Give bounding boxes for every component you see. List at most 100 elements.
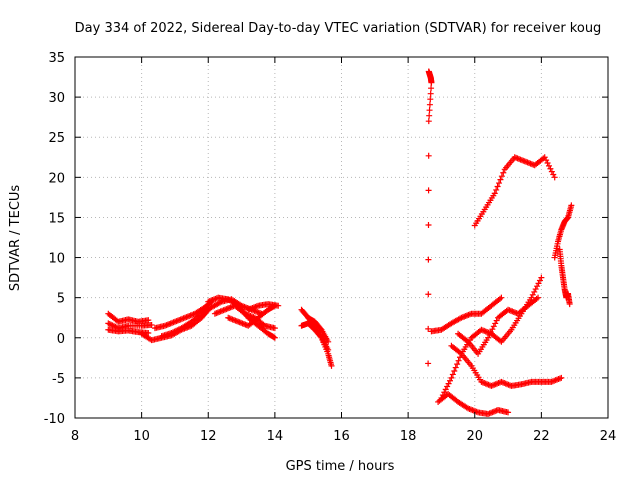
data-point bbox=[535, 294, 542, 301]
data-point bbox=[566, 301, 573, 308]
data-point bbox=[271, 325, 278, 332]
series-track-e2 bbox=[435, 390, 512, 417]
y-tick-label: 10 bbox=[48, 252, 65, 267]
data-point bbox=[535, 280, 542, 287]
series-track-d3 bbox=[305, 314, 332, 345]
data-point bbox=[496, 180, 503, 187]
y-tick-label: 0 bbox=[57, 332, 65, 347]
data-point bbox=[425, 360, 432, 367]
data-point bbox=[271, 334, 278, 341]
data-point bbox=[145, 317, 152, 324]
data-point bbox=[447, 377, 454, 384]
y-axis-label: SDTVAR / TECUs bbox=[8, 185, 23, 292]
y-tick-labels: -10 -5 0 5 10 15 20 25 30 35 bbox=[44, 51, 65, 427]
data-point bbox=[498, 173, 505, 180]
series-track-f2 bbox=[551, 202, 575, 261]
data-point bbox=[452, 364, 459, 371]
data-point bbox=[534, 283, 541, 290]
series-track-e5 bbox=[455, 294, 542, 357]
x-tick-labels: 8 10 12 14 16 18 20 22 24 bbox=[71, 429, 616, 444]
data-point bbox=[455, 357, 462, 364]
data-point bbox=[492, 320, 499, 327]
data-point bbox=[444, 383, 451, 390]
series-spike-1865 bbox=[425, 68, 435, 367]
data-point bbox=[558, 374, 565, 381]
y-tick-label: -10 bbox=[44, 412, 65, 427]
data-point bbox=[498, 294, 505, 301]
data-point bbox=[545, 162, 552, 169]
series-track-c4 bbox=[245, 301, 282, 313]
data-point bbox=[425, 152, 432, 159]
series-track-a2 bbox=[105, 320, 155, 332]
data-point bbox=[493, 186, 500, 193]
data-point bbox=[328, 362, 335, 369]
series-track-e1 bbox=[428, 294, 505, 335]
data-point bbox=[536, 277, 543, 284]
data-point bbox=[145, 329, 152, 336]
data-point bbox=[148, 321, 155, 328]
data-point bbox=[493, 317, 500, 324]
data-point bbox=[275, 302, 282, 309]
axis-ticks bbox=[74, 56, 609, 419]
data-point bbox=[425, 118, 432, 125]
x-axis-label: GPS time / hours bbox=[286, 459, 395, 474]
data-point bbox=[491, 190, 498, 197]
grid-lines bbox=[75, 57, 608, 418]
x-tick-label: 18 bbox=[400, 429, 417, 444]
data-point bbox=[531, 288, 538, 295]
data-point bbox=[490, 323, 497, 330]
data-point bbox=[529, 291, 536, 298]
chart-title: Day 334 of 2022, Sidereal Day-to-day VTE… bbox=[75, 21, 602, 36]
data-point bbox=[532, 286, 539, 293]
data-point bbox=[500, 169, 507, 176]
series-track-c2 bbox=[211, 302, 278, 332]
data-point bbox=[448, 374, 455, 381]
data-point bbox=[547, 165, 554, 172]
x-tick-label: 22 bbox=[533, 429, 550, 444]
data-point bbox=[427, 96, 434, 103]
data-point bbox=[544, 160, 551, 167]
data-point bbox=[428, 79, 435, 86]
series-track-c3 bbox=[225, 302, 278, 329]
data-point bbox=[505, 409, 512, 416]
data-point bbox=[538, 274, 545, 281]
series-track-d2 bbox=[298, 320, 332, 353]
x-tick-label: 24 bbox=[600, 429, 617, 444]
data-point bbox=[454, 361, 461, 368]
y-tick-label: 35 bbox=[48, 51, 65, 66]
data-point bbox=[445, 380, 452, 387]
series-track-e3 bbox=[438, 274, 545, 401]
data-points bbox=[105, 68, 575, 417]
data-point bbox=[551, 174, 558, 181]
data-point bbox=[568, 202, 575, 209]
data-point bbox=[550, 171, 557, 178]
y-tick-label: 30 bbox=[48, 91, 65, 106]
data-point bbox=[426, 112, 433, 119]
data-point bbox=[425, 325, 432, 332]
x-tick-label: 10 bbox=[133, 429, 150, 444]
y-tick-label: 20 bbox=[48, 171, 65, 186]
x-tick-label: 16 bbox=[333, 429, 350, 444]
y-tick-label: -5 bbox=[52, 372, 65, 387]
data-point bbox=[449, 371, 456, 378]
x-tick-label: 20 bbox=[466, 429, 483, 444]
data-point bbox=[325, 338, 332, 345]
data-point bbox=[325, 346, 332, 353]
data-point bbox=[425, 187, 432, 194]
data-point bbox=[425, 291, 432, 298]
data-point bbox=[497, 176, 504, 183]
data-point bbox=[426, 107, 433, 114]
series-track-f1 bbox=[471, 154, 558, 229]
y-tick-label: 5 bbox=[57, 292, 65, 307]
data-point bbox=[548, 168, 555, 175]
data-point bbox=[426, 101, 433, 108]
y-tick-label: 25 bbox=[48, 131, 65, 146]
data-point bbox=[451, 368, 458, 375]
x-tick-label: 12 bbox=[200, 429, 217, 444]
x-tick-label: 14 bbox=[267, 429, 284, 444]
x-tick-label: 8 bbox=[71, 429, 79, 444]
data-point bbox=[427, 90, 434, 97]
data-point bbox=[494, 183, 501, 190]
data-point bbox=[428, 85, 435, 92]
